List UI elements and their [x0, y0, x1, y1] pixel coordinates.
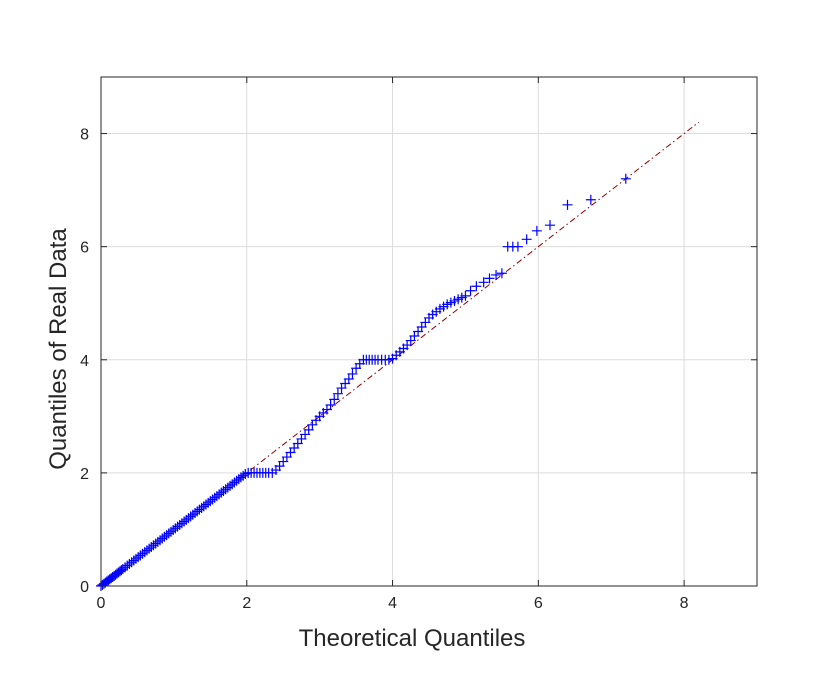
y-tick-label: 8 — [80, 127, 89, 144]
x-tick-label: 6 — [534, 595, 543, 612]
y-axis-label: Quantiles of Real Data — [45, 228, 72, 470]
y-tick-label: 6 — [80, 240, 89, 257]
axes: 0 2 4 6 8 0 2 4 6 8 — [80, 76, 758, 612]
x-tick-label: 4 — [388, 595, 397, 612]
y-tick-label: 0 — [80, 579, 89, 596]
data-point — [544, 220, 555, 231]
data-point — [562, 199, 573, 210]
data-point — [512, 241, 523, 252]
data-point — [332, 388, 343, 399]
data-point — [343, 374, 354, 385]
data-point — [585, 194, 596, 205]
data-point — [620, 173, 631, 184]
data-point — [478, 277, 489, 288]
x-tick-label: 8 — [680, 595, 689, 612]
y-tick-label: 2 — [80, 466, 89, 483]
x-tick-label: 2 — [242, 595, 251, 612]
y-tick-label: 4 — [80, 353, 89, 370]
data-point — [471, 281, 482, 292]
x-axis-label: Theoretical Quantiles — [299, 625, 526, 652]
data-point — [347, 368, 358, 379]
data-point — [484, 273, 495, 284]
x-tick-label: 0 — [97, 595, 106, 612]
data-point — [325, 400, 336, 411]
data-point — [521, 234, 532, 245]
data-point — [329, 394, 340, 405]
data-point — [491, 269, 502, 280]
data-point — [496, 268, 507, 279]
data-point — [465, 285, 476, 296]
data-point — [303, 424, 314, 435]
data-point — [460, 290, 471, 301]
axes-box — [100, 76, 758, 587]
data-point — [531, 225, 542, 236]
data-point — [238, 470, 249, 481]
grid-lines — [101, 77, 757, 586]
